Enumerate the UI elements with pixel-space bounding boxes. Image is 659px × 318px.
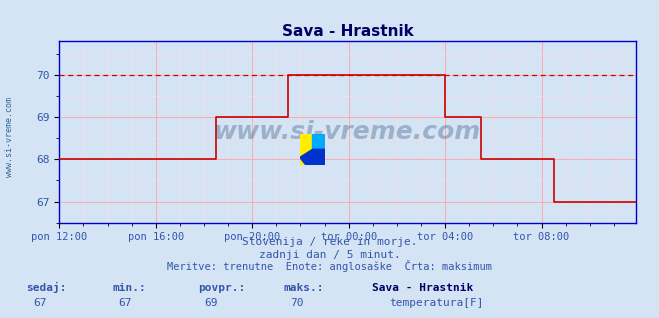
Text: 69: 69 bbox=[204, 298, 217, 308]
Text: 67: 67 bbox=[33, 298, 46, 308]
Text: www.si-vreme.com: www.si-vreme.com bbox=[5, 97, 14, 177]
Text: Meritve: trenutne  Enote: anglosaške  Črta: maksimum: Meritve: trenutne Enote: anglosaške Črta… bbox=[167, 260, 492, 272]
Polygon shape bbox=[300, 149, 325, 165]
Text: www.si-vreme.com: www.si-vreme.com bbox=[214, 120, 481, 144]
Text: zadnji dan / 5 minut.: zadnji dan / 5 minut. bbox=[258, 250, 401, 259]
Text: maks.:: maks.: bbox=[283, 283, 324, 293]
Text: Slovenija / reke in morje.: Slovenija / reke in morje. bbox=[242, 237, 417, 247]
Text: povpr.:: povpr.: bbox=[198, 283, 245, 293]
Text: temperatura[F]: temperatura[F] bbox=[389, 298, 483, 308]
Polygon shape bbox=[312, 149, 325, 165]
Polygon shape bbox=[300, 134, 312, 165]
Text: sedaj:: sedaj: bbox=[26, 282, 67, 293]
Polygon shape bbox=[312, 134, 325, 149]
Text: min.:: min.: bbox=[112, 283, 146, 293]
Text: 67: 67 bbox=[119, 298, 132, 308]
Text: Sava - Hrastnik: Sava - Hrastnik bbox=[372, 283, 474, 293]
Title: Sava - Hrastnik: Sava - Hrastnik bbox=[282, 24, 413, 39]
Text: 70: 70 bbox=[290, 298, 303, 308]
